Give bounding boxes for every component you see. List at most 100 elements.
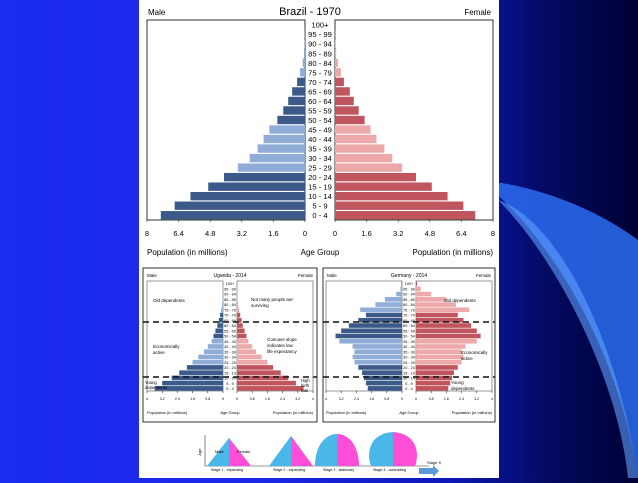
male-bar bbox=[349, 323, 402, 328]
stage2-female-shape bbox=[291, 436, 313, 466]
female-bar bbox=[416, 292, 431, 297]
age-label: 35 - 39 bbox=[403, 350, 415, 354]
female-bar bbox=[335, 163, 402, 171]
female-bar bbox=[335, 125, 371, 133]
age-label: 50 - 54 bbox=[224, 335, 236, 339]
female-bar bbox=[416, 381, 450, 386]
male-bar bbox=[358, 365, 402, 370]
female-bar bbox=[335, 202, 463, 210]
male-bar bbox=[215, 328, 223, 333]
age-label: 5 - 9 bbox=[405, 382, 413, 386]
female-bar bbox=[416, 365, 458, 370]
male-bar bbox=[222, 302, 223, 307]
age-label: 50 - 54 bbox=[403, 335, 415, 339]
female-bar bbox=[416, 370, 454, 375]
uganda-xlabel-right: Population (in millions) bbox=[273, 410, 314, 415]
male-bar bbox=[303, 59, 305, 67]
tick-label: 0.8 bbox=[205, 397, 210, 401]
age-label: 85 - 89 bbox=[308, 49, 332, 58]
germany-annot-old: Old dependents bbox=[444, 298, 477, 303]
tick-label: 2.4 bbox=[280, 397, 285, 401]
tick-label: 3.2 bbox=[237, 229, 247, 238]
male-bar bbox=[238, 163, 305, 171]
male-bar bbox=[212, 339, 223, 344]
stage1-label: Stage 1 - expanding bbox=[211, 468, 243, 472]
age-label: 55 - 59 bbox=[403, 329, 415, 333]
age-label: 80 - 84 bbox=[403, 303, 415, 307]
uganda-male-label: Male bbox=[147, 273, 157, 278]
female-bar bbox=[416, 323, 471, 328]
male-bar bbox=[161, 211, 305, 219]
tick-label: 0 bbox=[401, 397, 403, 401]
germany-xlabel-left: Population (in millions) bbox=[326, 410, 367, 415]
age-label: 60 - 64 bbox=[308, 97, 332, 106]
male-bar bbox=[264, 135, 305, 143]
brazil-male-label: Male bbox=[148, 8, 166, 17]
age-label: 35 - 39 bbox=[224, 350, 236, 354]
age-label: 85 - 89 bbox=[403, 298, 415, 302]
female-bar bbox=[237, 328, 245, 333]
germany-xlabel-center: Age Group bbox=[399, 410, 419, 415]
female-bar bbox=[237, 381, 296, 386]
stage5-label: Stage 5 bbox=[427, 460, 442, 465]
age-label: 90 - 94 bbox=[403, 293, 415, 297]
age-label: 55 - 59 bbox=[224, 329, 236, 333]
male-bar bbox=[353, 355, 402, 360]
male-bar bbox=[366, 313, 402, 318]
age-label: 60 - 64 bbox=[403, 324, 415, 328]
age-label: 95 - 99 bbox=[224, 287, 236, 291]
age-label: 45 - 49 bbox=[403, 340, 415, 344]
female-bar bbox=[237, 297, 238, 302]
female-bar bbox=[416, 360, 462, 365]
male-bar bbox=[385, 297, 402, 302]
male-bar bbox=[217, 323, 223, 328]
male-bar bbox=[220, 313, 223, 318]
tick-label: 1.6 bbox=[190, 397, 195, 401]
age-label: 15 - 19 bbox=[308, 183, 332, 192]
age-label: 75 - 79 bbox=[308, 68, 332, 77]
male-bar bbox=[368, 386, 402, 391]
tick-label: 3.2 bbox=[474, 397, 479, 401]
stage4-label: Stage 4 - contracting bbox=[373, 468, 406, 472]
male-bar bbox=[258, 144, 305, 152]
male-bar bbox=[283, 106, 305, 114]
stage4-male-shape bbox=[369, 432, 393, 466]
age-label: 85 - 89 bbox=[224, 298, 236, 302]
female-bar bbox=[335, 68, 341, 76]
male-bar bbox=[400, 287, 402, 292]
age-label: 25 - 29 bbox=[224, 361, 236, 365]
uganda-xlabel-left: Population (in millions) bbox=[147, 410, 188, 415]
tick-label: 1.6 bbox=[369, 397, 374, 401]
male-bar bbox=[208, 182, 305, 190]
male-bar bbox=[175, 202, 305, 210]
female-bar bbox=[335, 87, 350, 95]
germany-male-label: Male bbox=[327, 273, 337, 278]
germany-title: Germany - 2014 bbox=[391, 273, 427, 279]
tick-label: 2.4 bbox=[459, 397, 464, 401]
age-label: 55 - 59 bbox=[308, 106, 332, 115]
age-label: 80 - 84 bbox=[224, 303, 236, 307]
male-bar bbox=[288, 97, 305, 105]
transition-stages-strip: Age Male Female Stage 1 - expanding Stag… bbox=[197, 432, 442, 477]
age-label: 30 - 34 bbox=[308, 154, 332, 163]
tick-label: 4 bbox=[146, 397, 148, 401]
age-label: 25 - 29 bbox=[403, 361, 415, 365]
age-label: 35 - 39 bbox=[308, 145, 332, 154]
tick-label: 0 bbox=[236, 397, 238, 401]
female-bar bbox=[335, 49, 336, 57]
tick-label: 0.8 bbox=[250, 397, 255, 401]
age-label: 40 - 44 bbox=[403, 345, 415, 349]
tick-label: 0 bbox=[333, 229, 337, 238]
age-label: 100+ bbox=[311, 21, 329, 30]
tick-label: 3.2 bbox=[295, 397, 300, 401]
male-bar bbox=[214, 334, 224, 339]
uganda-female-label: Female bbox=[298, 273, 314, 278]
female-bar bbox=[416, 313, 458, 318]
age-label: 40 - 44 bbox=[224, 345, 236, 349]
male-bar bbox=[187, 365, 223, 370]
